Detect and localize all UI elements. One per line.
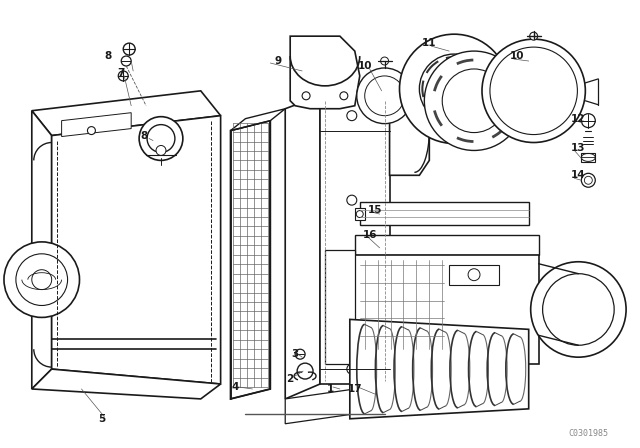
Text: 11: 11 <box>422 38 436 48</box>
Polygon shape <box>320 96 390 130</box>
Circle shape <box>295 349 305 359</box>
Text: 5: 5 <box>98 414 105 424</box>
Text: 14: 14 <box>571 170 586 180</box>
Polygon shape <box>355 235 539 255</box>
Text: 8: 8 <box>105 51 112 61</box>
Text: 17: 17 <box>348 384 362 394</box>
Circle shape <box>340 92 348 100</box>
Polygon shape <box>390 89 429 175</box>
Circle shape <box>88 127 95 134</box>
Text: 1: 1 <box>326 384 333 394</box>
Polygon shape <box>285 96 320 399</box>
Polygon shape <box>52 116 221 384</box>
Text: 12: 12 <box>571 114 586 124</box>
Polygon shape <box>325 250 355 364</box>
Circle shape <box>147 125 175 152</box>
Polygon shape <box>581 154 595 162</box>
Polygon shape <box>32 111 52 389</box>
Circle shape <box>365 76 404 116</box>
Circle shape <box>584 177 592 184</box>
Text: 8: 8 <box>140 130 148 141</box>
Polygon shape <box>32 369 221 399</box>
Circle shape <box>118 71 128 81</box>
Circle shape <box>490 47 577 134</box>
Polygon shape <box>285 384 390 424</box>
Text: 2: 2 <box>287 374 294 384</box>
Circle shape <box>356 211 364 218</box>
Text: C0301985: C0301985 <box>568 429 609 438</box>
Circle shape <box>139 116 183 160</box>
Circle shape <box>356 68 412 124</box>
Text: 15: 15 <box>367 205 382 215</box>
Circle shape <box>121 56 131 66</box>
Circle shape <box>530 32 538 40</box>
Polygon shape <box>230 109 285 130</box>
Circle shape <box>581 114 595 128</box>
Polygon shape <box>61 113 131 137</box>
Polygon shape <box>360 202 529 225</box>
Polygon shape <box>230 121 270 399</box>
Circle shape <box>347 111 356 121</box>
Text: 4: 4 <box>232 382 239 392</box>
Circle shape <box>419 54 489 124</box>
Circle shape <box>581 173 595 187</box>
Circle shape <box>4 242 79 318</box>
Text: 10: 10 <box>358 61 372 71</box>
Text: 13: 13 <box>571 143 586 154</box>
Circle shape <box>482 39 586 142</box>
Circle shape <box>543 274 614 345</box>
Circle shape <box>347 364 356 374</box>
Circle shape <box>297 363 313 379</box>
Text: 16: 16 <box>362 230 377 240</box>
Polygon shape <box>355 208 365 220</box>
Circle shape <box>468 269 480 280</box>
Circle shape <box>347 314 356 324</box>
Text: 3: 3 <box>292 349 299 359</box>
Polygon shape <box>350 319 529 419</box>
Text: 7: 7 <box>118 68 125 78</box>
Polygon shape <box>355 255 539 364</box>
Circle shape <box>424 51 524 151</box>
Circle shape <box>124 43 135 55</box>
Circle shape <box>302 92 310 100</box>
Circle shape <box>531 262 626 357</box>
Text: 9: 9 <box>275 56 282 66</box>
Circle shape <box>442 69 506 133</box>
Circle shape <box>156 146 166 155</box>
Text: 10: 10 <box>509 51 524 61</box>
Polygon shape <box>32 91 221 136</box>
Circle shape <box>347 195 356 205</box>
Circle shape <box>32 270 52 289</box>
Circle shape <box>381 57 388 65</box>
Circle shape <box>16 254 68 306</box>
Polygon shape <box>290 36 360 109</box>
Polygon shape <box>320 96 390 384</box>
Circle shape <box>399 34 509 143</box>
Bar <box>449 265 499 284</box>
